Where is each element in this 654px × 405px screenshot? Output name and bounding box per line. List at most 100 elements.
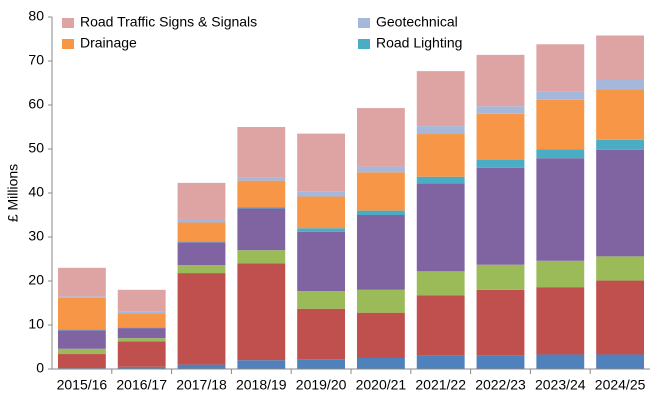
bar-segment <box>356 166 405 173</box>
bar-segment <box>177 218 226 223</box>
legend-label: Road Lighting <box>376 35 462 51</box>
bar-segment <box>57 354 106 369</box>
bar-segment <box>297 228 346 232</box>
bar-segment <box>177 273 226 365</box>
bar-segment <box>117 338 166 342</box>
bar-segment <box>297 133 346 192</box>
bar-segment <box>297 191 346 197</box>
bar-segment <box>117 328 166 339</box>
bar-segment <box>237 250 286 264</box>
bar-segment <box>536 149 585 159</box>
bar-segment <box>237 208 286 251</box>
bar-segment <box>416 134 465 177</box>
bar-segment <box>237 207 286 209</box>
bar-segment <box>57 267 106 297</box>
legend-label: Road Traffic Signs & Signals <box>80 14 257 30</box>
y-tick-label: 20 <box>28 272 44 288</box>
bar-segment <box>297 308 346 360</box>
y-tick-label: 40 <box>28 184 44 200</box>
bar-segment <box>237 177 286 181</box>
bar-segment <box>297 359 346 369</box>
bar-segment <box>536 260 585 288</box>
y-tick-label: 10 <box>28 316 44 332</box>
x-tick-label: 2024/25 <box>595 377 646 393</box>
bar-segment <box>177 222 226 242</box>
bar-segment <box>356 210 405 215</box>
bar-segment <box>476 160 525 168</box>
x-tick-label: 2016/17 <box>116 377 167 393</box>
bar-segment <box>476 106 525 114</box>
bar-segment <box>297 231 346 292</box>
x-tick-label: 2020/21 <box>356 377 407 393</box>
bar-segment <box>57 297 106 330</box>
bar-segment <box>596 256 645 281</box>
x-tick-label: 2018/19 <box>236 377 287 393</box>
bar-segment <box>416 71 465 127</box>
bar-segment <box>356 215 405 290</box>
bar-segment <box>476 264 525 290</box>
bar-segment <box>476 113 525 160</box>
bar-segment <box>596 89 645 140</box>
y-tick-label: 0 <box>36 360 44 376</box>
bar-segment <box>356 172 405 211</box>
bar-segment <box>177 241 226 243</box>
bar-segment <box>536 44 585 92</box>
bar-segment <box>57 330 106 349</box>
bar-segment <box>416 176 465 184</box>
bar-segment <box>57 296 106 298</box>
bar-segment <box>237 180 286 208</box>
bar-segment <box>356 312 405 358</box>
bar-segment <box>57 329 106 331</box>
bar-segment <box>356 289 405 313</box>
legend-label: Geotechnical <box>376 14 458 30</box>
x-tick-label: 2023/24 <box>535 377 586 393</box>
bar-segment <box>596 79 645 90</box>
bar-segment <box>177 364 226 369</box>
bar-segment <box>177 182 226 219</box>
bar-segment <box>117 366 166 369</box>
bar-segment <box>297 291 346 309</box>
bar-segment <box>57 348 106 355</box>
y-tick-label: 30 <box>28 228 44 244</box>
bar-segment <box>117 341 166 367</box>
bar-segment <box>297 196 346 229</box>
y-tick-label: 50 <box>28 140 44 156</box>
legend-swatch <box>62 18 74 28</box>
bar-segment <box>476 355 525 369</box>
bar-segment <box>476 54 525 107</box>
legend-label: Drainage <box>80 35 137 51</box>
bar-segment <box>237 360 286 369</box>
bar-segment <box>536 287 585 355</box>
x-tick-label: 2017/18 <box>176 377 227 393</box>
y-tick-label: 80 <box>28 8 44 24</box>
bar-segment <box>416 271 465 296</box>
bar-segment <box>117 289 166 312</box>
bar-segment <box>596 149 645 257</box>
bar-segment <box>536 91 585 100</box>
bar-segment <box>536 354 585 369</box>
bar-segment <box>356 358 405 369</box>
bar-segment <box>416 126 465 135</box>
bar-segment <box>596 139 645 150</box>
bar-segment <box>596 354 645 369</box>
bar-segment <box>237 263 286 361</box>
bar-segment <box>117 311 166 314</box>
y-axis-label: £ Millions <box>5 164 21 222</box>
bar-segment <box>177 242 226 266</box>
bar-segment <box>416 355 465 369</box>
x-tick-label: 2022/23 <box>475 377 526 393</box>
bar-segment <box>117 313 166 328</box>
x-tick-label: 2015/16 <box>57 377 108 393</box>
bar-segment <box>237 127 286 178</box>
bar-segment <box>536 158 585 261</box>
legend-swatch <box>62 39 74 49</box>
x-tick-label: 2021/22 <box>415 377 466 393</box>
bar-segment <box>536 99 585 150</box>
bar-segment <box>117 327 166 329</box>
bar-segment <box>177 265 226 274</box>
bar-segment <box>596 280 645 355</box>
bar-segment <box>356 108 405 167</box>
legend-swatch <box>358 18 370 28</box>
